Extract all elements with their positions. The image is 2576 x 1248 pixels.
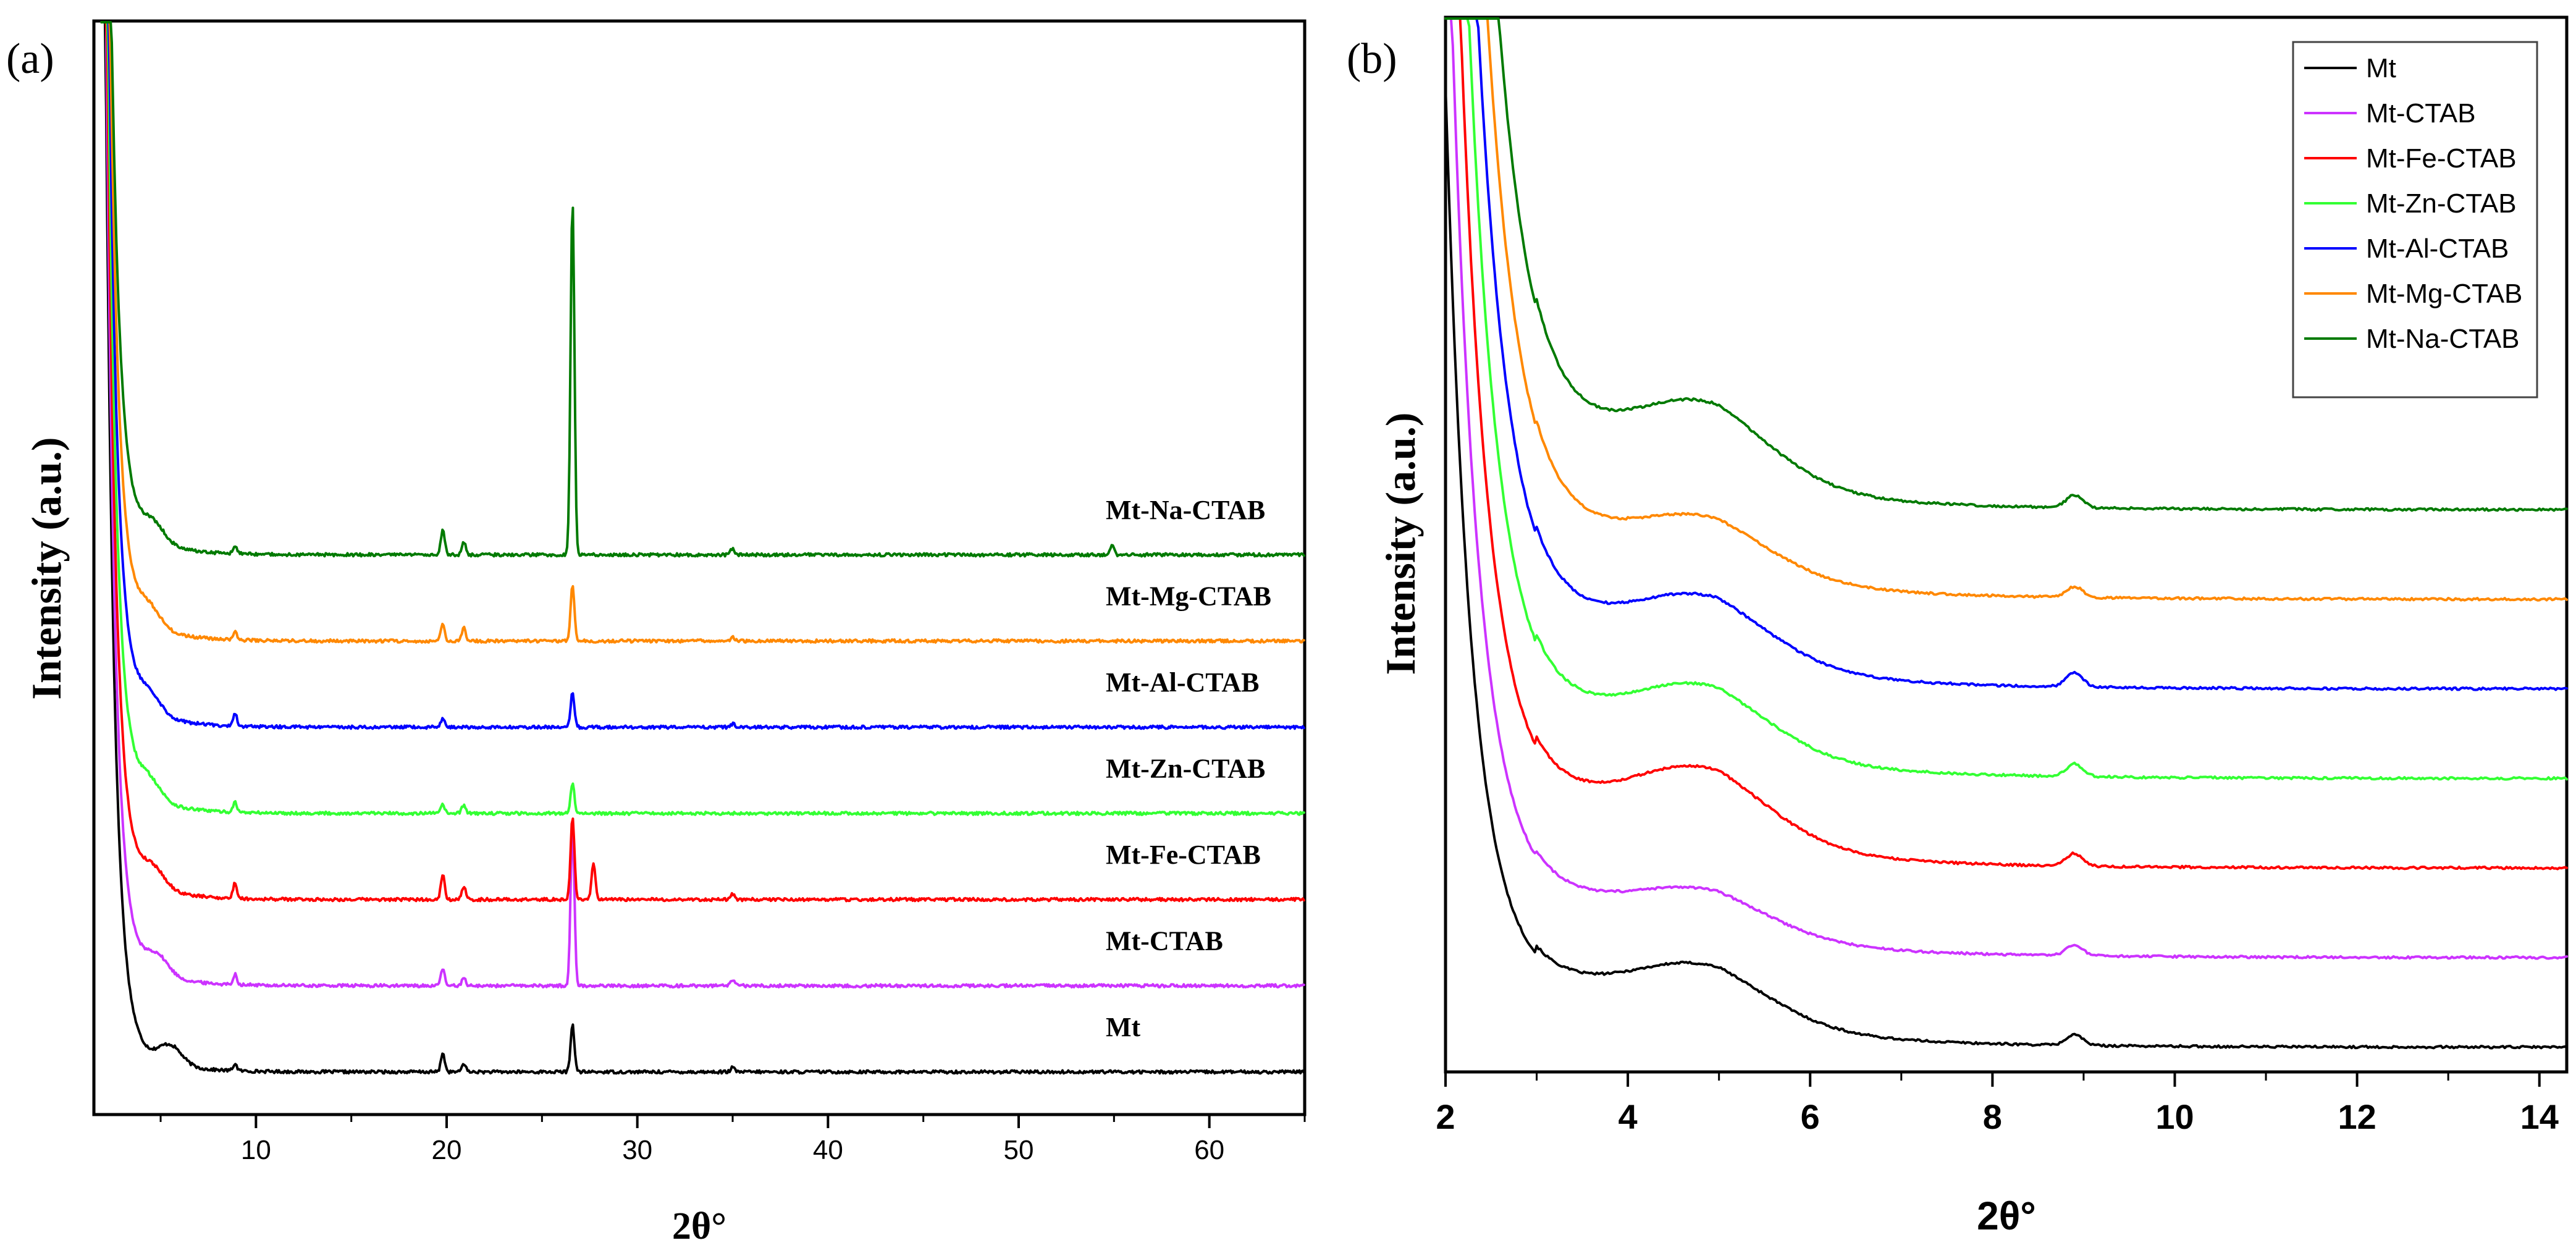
panel-b-legend: Mt Mt-CTAB Mt-Fe-CTAB Mt-Zn-CTAB Mt-Al-CTAB M… — [2292, 41, 2538, 398]
panel-a-x-tick-label: 20 — [432, 1135, 462, 1165]
panel-a-trace-mt-al-ctab — [100, 21, 1305, 730]
panel-a-series-label-mt-al-ctab: Mt-Al-CTAB — [1106, 667, 1259, 698]
panel-a-trace-mt-mg-ctab — [100, 21, 1305, 644]
panel-a-series-label-mt-zn-ctab: Mt-Zn-CTAB — [1106, 754, 1265, 784]
legend-items: Mt Mt-CTAB Mt-Fe-CTAB Mt-Zn-CTAB Mt-Al-CTAB M… — [2304, 53, 2522, 354]
panel-a-x-axis-title: 2θ° — [672, 1205, 726, 1247]
legend-label-mt-zn-ctab: Mt-Zn-CTAB — [2366, 188, 2517, 219]
panel-b-trace-mt-zn-ctab — [1444, 17, 2568, 781]
panel-b-y-axis-title: Intensity (a.u.) — [1377, 412, 1424, 675]
panel-a-trace-mt — [100, 21, 1305, 1075]
panel-b-x-axis: 2 4 6 8 10 12 14 — [1436, 1072, 2559, 1136]
panel-a-x-axis: 10 20 30 40 50 60 — [159, 1115, 1306, 1165]
panel-b-x-tick-label: 2 — [1436, 1097, 1455, 1136]
legend-label-mt-ctab: Mt-CTAB — [2366, 98, 2476, 129]
legend-label-mt-fe-ctab: Mt-Fe-CTAB — [2366, 143, 2517, 174]
panel-b-trace-mt-fe-ctab — [1444, 17, 2568, 871]
panel-b-plot-frame — [1444, 15, 2569, 1074]
panel-a-trace-mt-zn-ctab — [100, 21, 1305, 816]
panel-b: (b) 2 4 6 8 10 12 14 2θ° Intensity (a.u.) MtMt… — [1347, 15, 2569, 1238]
panel-a-trace-mt-na-ctab — [100, 21, 1305, 558]
panel-b-x-tick-label: 12 — [2338, 1097, 2376, 1136]
panel-a-y-axis-title: Intensity (a.u.) — [23, 437, 70, 699]
panel-b-trace-mt — [1444, 85, 2568, 1050]
panel-a-x-tick-label: 50 — [1004, 1135, 1034, 1165]
legend-label-mt: Mt — [2366, 53, 2396, 83]
panel-a-x-tick-label: 40 — [813, 1135, 843, 1165]
panel-a-x-tick-label: 10 — [241, 1135, 271, 1165]
panel-b-trace-mt-na-ctab — [1444, 17, 2568, 512]
panel-a-traces — [100, 21, 1305, 1075]
panel-a-label: (a) — [6, 35, 54, 83]
panel-a: (a) Mt Mt-CTAB Mt-Fe-CTAB Mt-Zn-CTAB Mt-Al-C… — [6, 19, 1307, 1247]
panel-b-x-tick-label: 8 — [1983, 1097, 2002, 1136]
panel-b-trace-mt-mg-ctab — [1444, 17, 2568, 602]
panel-b-x-tick-label: 10 — [2155, 1097, 2194, 1136]
panel-a-series-label-mt: Mt — [1106, 1012, 1141, 1042]
panel-a-series-label-mt-mg-ctab: Mt-Mg-CTAB — [1106, 581, 1271, 612]
panel-a-x-tick-label: 30 — [622, 1135, 652, 1165]
panel-b-x-tick-label: 14 — [2520, 1097, 2559, 1136]
panel-b-x-tick-label: 4 — [1618, 1097, 1638, 1136]
legend-label-mt-na-ctab: Mt-Na-CTAB — [2366, 324, 2520, 354]
panel-a-plot-frame — [92, 19, 1307, 1116]
panel-b-label: (b) — [1347, 35, 1397, 83]
legend-label-mt-mg-ctab: Mt-Mg-CTAB — [2366, 279, 2522, 309]
panel-a-trace-mt-ctab — [100, 21, 1305, 989]
panel-a-trace-mt-fe-ctab — [100, 21, 1305, 903]
panel-a-series-label-mt-na-ctab: Mt-Na-CTAB — [1106, 495, 1265, 525]
panel-b-x-axis-title: 2θ° — [1977, 1194, 2036, 1238]
panel-a-series-labels: Mt Mt-CTAB Mt-Fe-CTAB Mt-Zn-CTAB Mt-Al-CTAB M… — [1106, 495, 1271, 1042]
panel-a-series-label-mt-ctab: Mt-CTAB — [1106, 926, 1223, 956]
panel-b-traces — [1444, 17, 2568, 1050]
panel-b-trace-mt-ctab — [1444, 17, 2568, 960]
panel-a-x-tick-label: 60 — [1194, 1135, 1224, 1165]
panel-a-series-label-mt-fe-ctab: Mt-Fe-CTAB — [1106, 840, 1261, 870]
legend-label-mt-al-ctab: Mt-Al-CTAB — [2366, 234, 2509, 264]
panel-b-x-tick-label: 6 — [1801, 1097, 1820, 1136]
panel-b-trace-mt-al-ctab — [1444, 17, 2568, 691]
